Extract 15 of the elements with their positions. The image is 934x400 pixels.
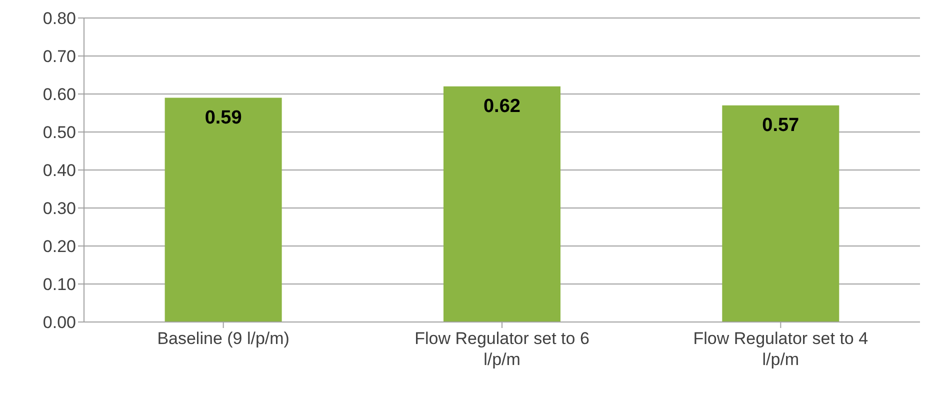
text: 0.40 xyxy=(42,161,76,180)
x-tick-label: Flow Regulator set to 4 l/p/m xyxy=(693,329,868,369)
text: 0.20 xyxy=(42,237,76,256)
x-tick-label: Baseline (9 l/p/m) xyxy=(157,329,290,348)
text: 0.10 xyxy=(42,275,76,294)
data-label: 0.57 xyxy=(762,114,800,136)
text: 0.50 xyxy=(42,123,76,142)
data-label: 0.59 xyxy=(204,107,242,128)
text: 0.30 xyxy=(42,199,76,218)
x-tick-label: Flow Regulator set to 6 l/p/m xyxy=(414,329,590,369)
data-label: 0.62 xyxy=(483,96,520,117)
text: 0.60 xyxy=(42,85,76,104)
text: 0.70 xyxy=(42,47,76,66)
text: 0.00 xyxy=(42,313,76,332)
text: 0.80 xyxy=(42,9,76,28)
